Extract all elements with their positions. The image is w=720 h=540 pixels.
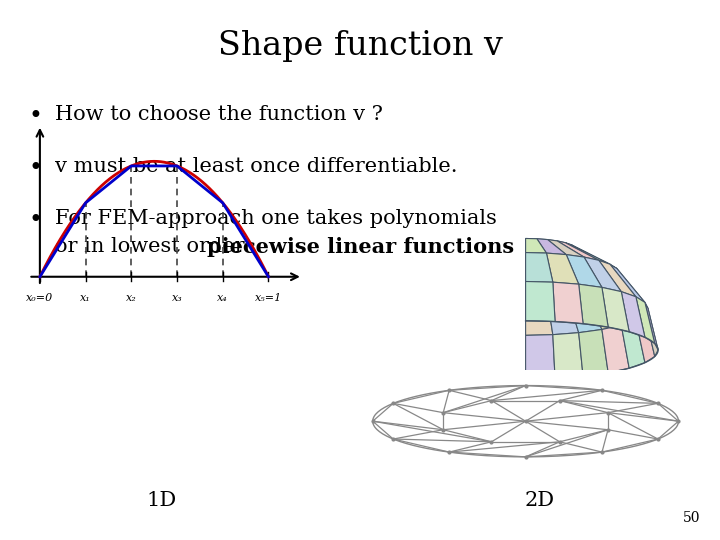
Polygon shape <box>557 256 599 289</box>
Polygon shape <box>602 325 629 373</box>
Polygon shape <box>526 241 565 242</box>
Text: How to choose the function v ?: How to choose the function v ? <box>55 105 383 124</box>
Text: v must be at least once differentiable.: v must be at least once differentiable. <box>55 157 457 176</box>
Polygon shape <box>526 239 546 253</box>
Polygon shape <box>526 241 571 245</box>
Polygon shape <box>599 282 636 325</box>
Text: or in lowest order: or in lowest order <box>55 237 251 256</box>
Polygon shape <box>610 264 645 302</box>
Polygon shape <box>584 286 621 329</box>
Polygon shape <box>566 254 602 287</box>
Polygon shape <box>537 260 566 293</box>
Polygon shape <box>553 333 583 379</box>
Polygon shape <box>526 253 553 282</box>
Polygon shape <box>636 314 654 363</box>
Text: For FEM-approach one takes polynomials: For FEM-approach one takes polynomials <box>55 209 497 228</box>
Polygon shape <box>645 308 658 356</box>
Text: x₃: x₃ <box>171 293 182 303</box>
Polygon shape <box>579 284 608 327</box>
Polygon shape <box>526 241 557 260</box>
Polygon shape <box>621 292 645 338</box>
Polygon shape <box>599 260 636 297</box>
Polygon shape <box>526 239 537 241</box>
Polygon shape <box>575 247 619 273</box>
Polygon shape <box>610 278 645 320</box>
Polygon shape <box>546 292 579 335</box>
Polygon shape <box>617 268 648 308</box>
Text: :: : <box>420 237 427 256</box>
Text: •: • <box>28 157 42 180</box>
Text: x₀=0: x₀=0 <box>26 293 53 303</box>
Text: 2D: 2D <box>525 491 555 510</box>
Polygon shape <box>526 241 537 261</box>
Polygon shape <box>546 253 579 284</box>
Polygon shape <box>526 241 576 249</box>
Text: x₁: x₁ <box>80 293 91 303</box>
Text: x₄: x₄ <box>217 293 228 303</box>
Polygon shape <box>526 335 555 379</box>
Polygon shape <box>602 287 629 332</box>
Polygon shape <box>571 252 617 282</box>
Polygon shape <box>557 241 599 260</box>
Polygon shape <box>526 293 553 335</box>
Polygon shape <box>565 254 610 286</box>
Polygon shape <box>526 240 557 241</box>
Polygon shape <box>526 241 548 260</box>
Text: 50: 50 <box>683 511 700 525</box>
Polygon shape <box>526 241 571 256</box>
Text: x₂: x₂ <box>126 293 137 303</box>
Polygon shape <box>575 249 619 278</box>
Text: x₅=1: x₅=1 <box>255 293 282 303</box>
Polygon shape <box>526 260 546 294</box>
Polygon shape <box>526 281 555 322</box>
Polygon shape <box>645 302 658 350</box>
Polygon shape <box>636 297 654 343</box>
Polygon shape <box>526 241 565 258</box>
Polygon shape <box>526 239 548 241</box>
Polygon shape <box>579 329 608 376</box>
Polygon shape <box>526 241 575 254</box>
Polygon shape <box>584 257 621 292</box>
Text: 1D: 1D <box>147 491 177 510</box>
Polygon shape <box>621 320 645 368</box>
Polygon shape <box>566 289 602 333</box>
Polygon shape <box>526 241 575 247</box>
Polygon shape <box>617 273 648 314</box>
Text: •: • <box>28 105 42 128</box>
Polygon shape <box>526 241 576 252</box>
Polygon shape <box>548 258 584 292</box>
Polygon shape <box>553 282 583 324</box>
Polygon shape <box>548 240 584 257</box>
Polygon shape <box>565 242 610 264</box>
Text: •: • <box>28 209 42 232</box>
Text: Shape function v: Shape function v <box>217 30 503 62</box>
Polygon shape <box>571 245 617 268</box>
Text: piecewise linear functions: piecewise linear functions <box>207 237 514 257</box>
Polygon shape <box>537 239 566 254</box>
